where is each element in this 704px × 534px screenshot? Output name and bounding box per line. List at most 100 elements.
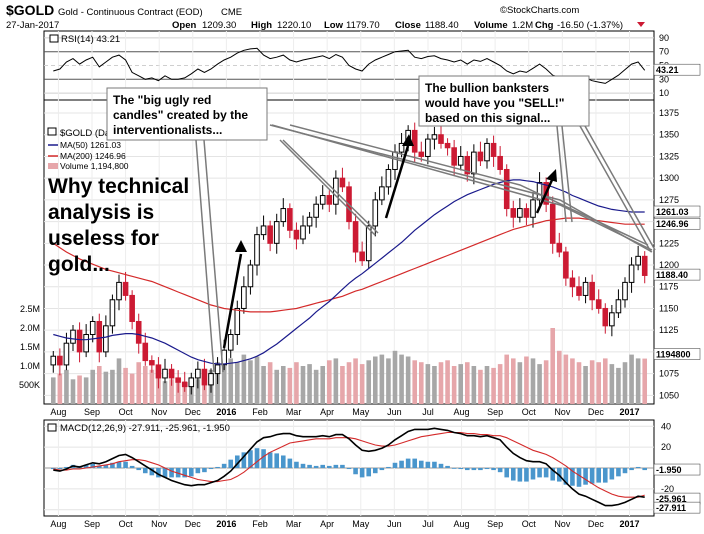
macd-histogram-bar (366, 468, 372, 477)
volume-bar (142, 366, 148, 404)
candle-body (162, 368, 168, 379)
candle-body (142, 342, 149, 362)
macd-histogram-bar (425, 461, 431, 468)
volume-bar (425, 364, 431, 404)
x-tick-label: Aug (454, 519, 470, 529)
macd-histogram-bar (537, 468, 542, 478)
macd-histogram-bar (188, 468, 194, 477)
volume-legend-swatch (48, 163, 58, 169)
macd-histogram-bar (438, 463, 444, 468)
price-tick-label: 1325 (659, 151, 679, 161)
volume-bar (583, 366, 588, 404)
volume-bar (110, 369, 115, 404)
candle-body (254, 234, 260, 266)
candle-body (326, 195, 333, 205)
x-tick-label: Feb (252, 407, 268, 417)
volume-bar (340, 366, 345, 404)
macd-histogram-bar (221, 463, 227, 468)
volume-bar (550, 328, 556, 404)
x-tick-label: Jun (387, 519, 402, 529)
x-tick-label: Aug (454, 407, 470, 417)
macd-histogram-bar (234, 455, 240, 468)
arrow-up-icon-3 (546, 169, 557, 182)
candle-body (556, 242, 563, 253)
rsi-checkbox[interactable] (49, 34, 59, 43)
x-axis-price: Aug Sep Oct Nov Dec 2016 Feb Mar Apr May Jun Jul Aug… (50, 407, 639, 417)
macd-checkbox[interactable] (47, 423, 57, 432)
high-label: High (251, 20, 272, 31)
candle-body (313, 203, 319, 218)
volume-bar (372, 356, 378, 404)
macd-histogram-bar (635, 466, 641, 468)
volume-bar (261, 366, 266, 404)
x-tick-label: Mar (286, 407, 302, 417)
macd-histogram-bar (353, 468, 358, 475)
macd-histogram-bar (517, 468, 523, 482)
rsi-tick-label: 10 (659, 88, 669, 98)
candle-body (641, 255, 648, 276)
macd-histogram-bar (399, 460, 404, 468)
candle-body (628, 264, 635, 283)
ma50-badge-bg (653, 205, 701, 218)
main-caption-line-4: gold... (48, 253, 110, 276)
macd-histogram-bar (96, 465, 102, 468)
macd-histogram-bar (629, 468, 634, 471)
macd-histogram-bar (116, 461, 122, 468)
volume-bar (418, 362, 424, 404)
signal-badge: -25.961 (656, 494, 687, 504)
macd-signal-line (53, 431, 645, 498)
chart-date: 27-Jan-2017 (6, 20, 59, 31)
volume-bar (274, 369, 280, 404)
volume-bar (136, 362, 142, 404)
macd-histogram-bar (90, 463, 96, 468)
volume-bar (77, 375, 82, 404)
candle-body (273, 221, 280, 244)
candle-body (385, 168, 392, 188)
volume-bar (248, 360, 253, 404)
price-checkbox[interactable] (47, 127, 57, 136)
open-value: 1209.30 (202, 20, 236, 31)
candle-body (155, 364, 162, 379)
low-value: 1179.70 (346, 20, 380, 31)
close-badge: 1188.40 (656, 270, 688, 280)
candle-body (398, 142, 405, 153)
volume-bar (596, 362, 602, 404)
macd-histogram-bar (497, 468, 503, 473)
price-tick-label: 1075 (659, 369, 679, 379)
macd-histogram-bar (432, 461, 437, 468)
volume-bar (635, 358, 641, 404)
ma50-legend: MA(50) 1261.03 (60, 140, 121, 150)
macd-histogram-bar (254, 448, 260, 468)
open-label: Open (172, 20, 196, 31)
x-tick-label: Sep (487, 407, 503, 417)
candle-body (293, 229, 300, 240)
candle-body (76, 329, 83, 353)
macd-histogram-bar (346, 468, 352, 470)
value-badges: 43.21 1261.03 1246.96 1188.40 1194800 -1.950 -… (653, 63, 701, 514)
candle-body (431, 134, 438, 140)
candle-body (582, 281, 589, 296)
macd-histogram-bar (294, 461, 299, 468)
macd-histogram-bar (379, 468, 385, 471)
x-tick-label: Sep (487, 519, 503, 529)
macd-histogram-bar (386, 466, 391, 468)
macd-histogram-bar (215, 466, 220, 468)
volume-bar (267, 362, 273, 404)
x-tick-label: Jul (422, 519, 434, 529)
candle-body (365, 225, 372, 262)
volume-bar (326, 360, 332, 404)
candle-body (70, 329, 76, 344)
volume-tick-label: 1.5M (20, 342, 40, 352)
volume-bar (537, 364, 542, 404)
price-tick-label: 1050 (659, 390, 679, 400)
ma200-legend: MA(200) 1246.96 (60, 151, 126, 161)
volume-bar (254, 356, 260, 404)
candle-body (122, 281, 129, 296)
volume-bar (169, 379, 174, 404)
macd-histogram-bar (129, 465, 135, 468)
price-tick-label: 1175 (659, 282, 678, 292)
candle-body (589, 281, 595, 301)
macd-histogram-bar (445, 465, 450, 468)
volume-bar (241, 354, 247, 404)
candle-body (306, 216, 313, 227)
